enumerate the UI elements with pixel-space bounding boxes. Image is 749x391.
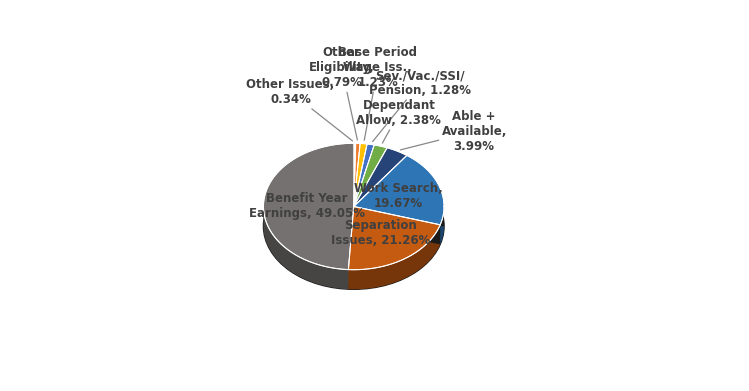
Polygon shape bbox=[264, 143, 354, 270]
Polygon shape bbox=[354, 143, 356, 206]
Ellipse shape bbox=[264, 163, 444, 289]
Polygon shape bbox=[354, 206, 444, 244]
Polygon shape bbox=[354, 143, 367, 206]
Polygon shape bbox=[348, 225, 440, 289]
Text: Base Period
Wage Iss.,
1.23%: Base Period Wage Iss., 1.23% bbox=[339, 47, 417, 140]
Polygon shape bbox=[354, 145, 387, 206]
Text: Sev./Vac./SSI/
Pension, 1.28%: Sev./Vac./SSI/ Pension, 1.28% bbox=[369, 69, 471, 142]
Polygon shape bbox=[354, 155, 444, 225]
Text: Dependant
Allow, 2.38%: Dependant Allow, 2.38% bbox=[357, 99, 441, 143]
Text: Work Search,
19.67%: Work Search, 19.67% bbox=[354, 182, 443, 210]
Text: Separation
Issues, 21.26%: Separation Issues, 21.26% bbox=[331, 219, 430, 248]
Polygon shape bbox=[354, 148, 407, 206]
Text: Other Issues,
0.34%: Other Issues, 0.34% bbox=[246, 78, 353, 141]
Polygon shape bbox=[354, 144, 374, 206]
Text: Other
Eligibility,
0.79%: Other Eligibility, 0.79% bbox=[309, 47, 374, 140]
Text: Benefit Year
Earnings, 49.05%: Benefit Year Earnings, 49.05% bbox=[249, 192, 365, 219]
Polygon shape bbox=[348, 206, 440, 270]
Polygon shape bbox=[264, 207, 354, 289]
Polygon shape bbox=[354, 143, 360, 206]
Text: Able +
Available,
3.99%: Able + Available, 3.99% bbox=[401, 110, 507, 153]
